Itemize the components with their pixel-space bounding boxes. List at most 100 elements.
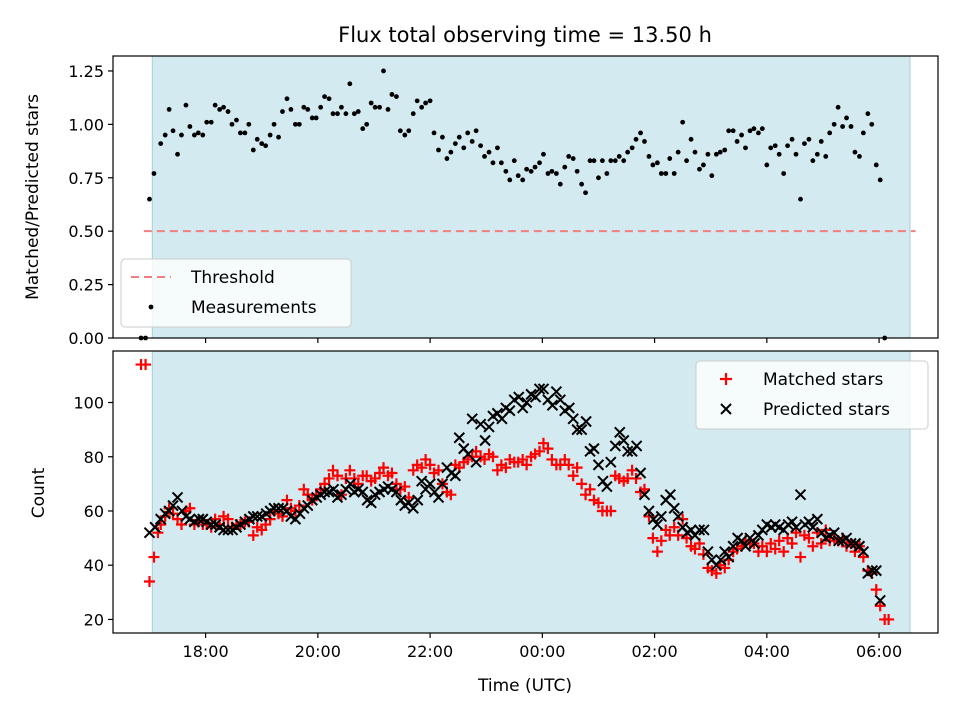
matched-star-point — [487, 451, 499, 463]
measurement-point — [667, 156, 673, 161]
measurement-point — [877, 177, 883, 183]
x-tick-label: 02:00 — [632, 642, 678, 661]
measurement-point — [532, 164, 538, 170]
predicted-star-point — [807, 521, 819, 533]
measurement-point — [739, 132, 744, 138]
matched-star-point — [386, 467, 398, 479]
predicted-star-point — [483, 421, 495, 433]
predicted-star-point — [365, 497, 377, 509]
measurement-point — [776, 151, 782, 157]
measurement-point — [823, 154, 829, 159]
predicted-star-point — [588, 442, 600, 455]
measurement-point — [692, 149, 698, 155]
predicted-star-point — [618, 434, 630, 447]
predicted-star-point — [513, 391, 525, 403]
matched-star-point — [445, 489, 457, 501]
measurement-point — [402, 132, 408, 138]
measurement-point — [701, 162, 706, 168]
measurement-point — [246, 121, 252, 127]
matched-star-point — [576, 478, 588, 490]
measurement-point — [658, 171, 664, 176]
y-tick-label: 0.50 — [68, 222, 104, 241]
predicted-star-point — [592, 459, 605, 471]
legend-matched-label: Matched stars — [763, 370, 883, 390]
predicted-star-point — [344, 478, 357, 490]
predicted-star-point — [685, 524, 697, 536]
matched-star-point — [592, 497, 604, 509]
matched-star-point — [264, 513, 276, 525]
measurement-point — [179, 132, 184, 138]
bottom-x-axis-label: Time (UTC) — [477, 676, 572, 696]
measurement-point — [507, 177, 513, 183]
measurement-point — [343, 111, 349, 117]
matched-star-point — [710, 567, 722, 579]
measurement-point — [288, 107, 294, 112]
measurement-point — [162, 132, 168, 138]
measurement-point — [200, 132, 206, 138]
top-chart-title: Flux total observing time = 13.50 h — [338, 23, 712, 47]
predicted-star-point — [424, 478, 436, 490]
measurement-point — [440, 134, 445, 140]
measurement-point — [461, 145, 467, 151]
matched-star-point — [870, 584, 882, 596]
measurement-point — [448, 149, 454, 155]
measurement-point — [237, 130, 243, 136]
measurement-point — [267, 132, 273, 138]
predicted-star-point — [222, 524, 234, 536]
measurement-point — [633, 136, 639, 142]
measurement-point — [671, 171, 677, 176]
measurement-point — [848, 124, 854, 129]
matched-star-point — [222, 513, 234, 525]
measurement-point — [713, 151, 719, 157]
measurement-point — [322, 94, 327, 99]
predicted-star-point — [715, 554, 727, 566]
measurement-point — [170, 128, 176, 134]
predicted-star-point — [550, 385, 563, 398]
predicted-star-point — [874, 594, 886, 607]
measurement-point — [616, 154, 622, 159]
matched-star-point — [643, 510, 655, 522]
measurement-point — [608, 158, 614, 164]
predicted-star-point — [672, 510, 684, 523]
measurement-point — [486, 149, 492, 155]
matched-star-point — [807, 540, 819, 552]
measurement-point — [347, 81, 353, 87]
measurement-point — [397, 128, 403, 134]
matched-star-point — [148, 551, 160, 563]
legend-predicted-swatch — [720, 403, 732, 415]
measurement-point — [330, 111, 336, 117]
predicted-star-point — [516, 402, 529, 414]
predicted-star-point — [395, 494, 407, 506]
bottom-legend-box — [695, 360, 929, 430]
x-tick-label: 06:00 — [856, 642, 902, 661]
measurement-point — [166, 107, 172, 112]
predicted-star-point — [866, 564, 879, 577]
measurement-point — [351, 111, 357, 117]
measurement-point — [469, 139, 475, 144]
predicted-star-point — [193, 513, 205, 525]
measurement-point — [625, 149, 631, 155]
matched-star-point — [795, 551, 806, 563]
measurement-point — [772, 143, 778, 149]
measurement-point — [802, 141, 807, 146]
measurement-point — [280, 109, 285, 114]
measurement-point — [296, 121, 302, 127]
measurement-point — [785, 143, 790, 149]
measurement-point — [419, 104, 425, 110]
measurement-point — [431, 130, 437, 136]
measurement-point — [217, 107, 223, 112]
y-tick-label: 20 — [84, 610, 104, 629]
measurement-point — [557, 181, 563, 187]
measurement-point — [465, 130, 471, 136]
top-y-ticks: 0.00 0.25 0.50 0.75 1.00 1.25 — [68, 62, 113, 348]
measurement-point — [675, 149, 681, 155]
measurement-point — [751, 126, 757, 132]
measurement-point — [191, 132, 197, 138]
predicted-star-point — [470, 456, 482, 468]
predicted-star-point — [575, 423, 588, 436]
measurement-point — [549, 168, 555, 174]
predicted-star-point — [533, 383, 546, 395]
measurement-point — [835, 104, 841, 110]
predicted-star-point — [748, 537, 761, 550]
